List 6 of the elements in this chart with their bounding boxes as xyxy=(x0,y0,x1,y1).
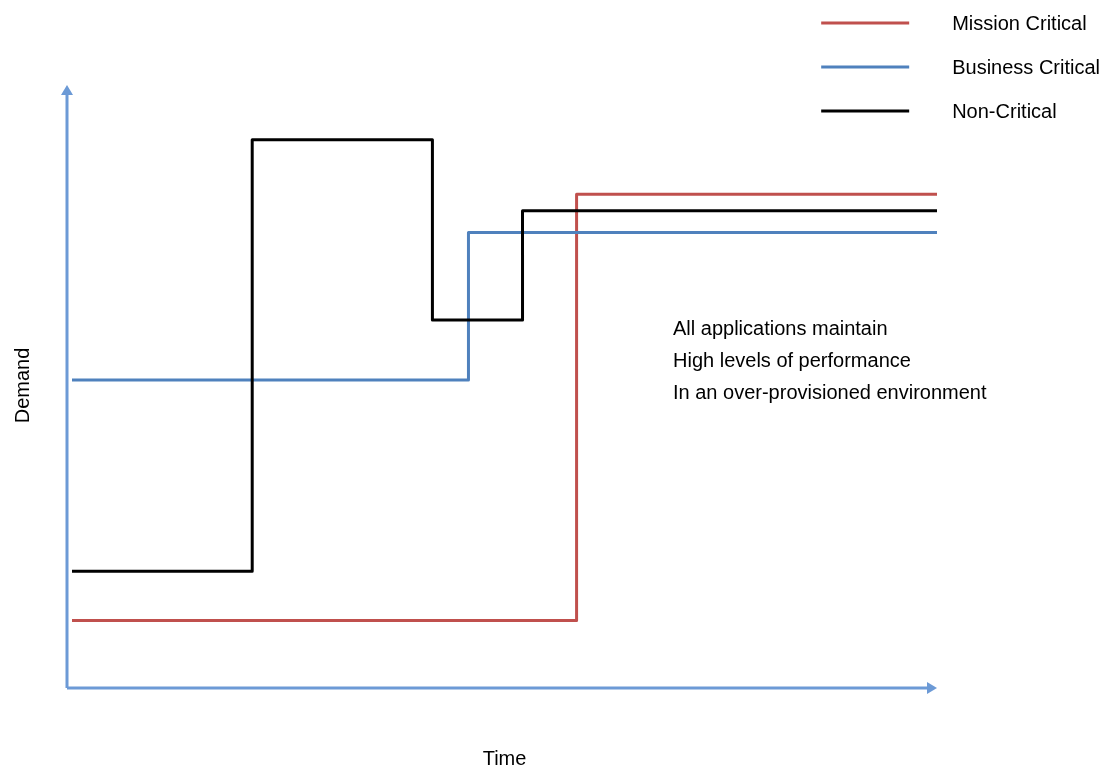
x-axis-title: Time xyxy=(482,747,527,769)
annotation: All applications maintain High levels of performance In an over-provisioned environment xyxy=(673,317,987,403)
legend-label: Business Critical xyxy=(952,56,1101,78)
legend-label: Mission Critical xyxy=(952,12,1087,34)
legend-label: Non-Critical xyxy=(952,100,1057,122)
y-axis-title: Demand xyxy=(11,347,33,424)
